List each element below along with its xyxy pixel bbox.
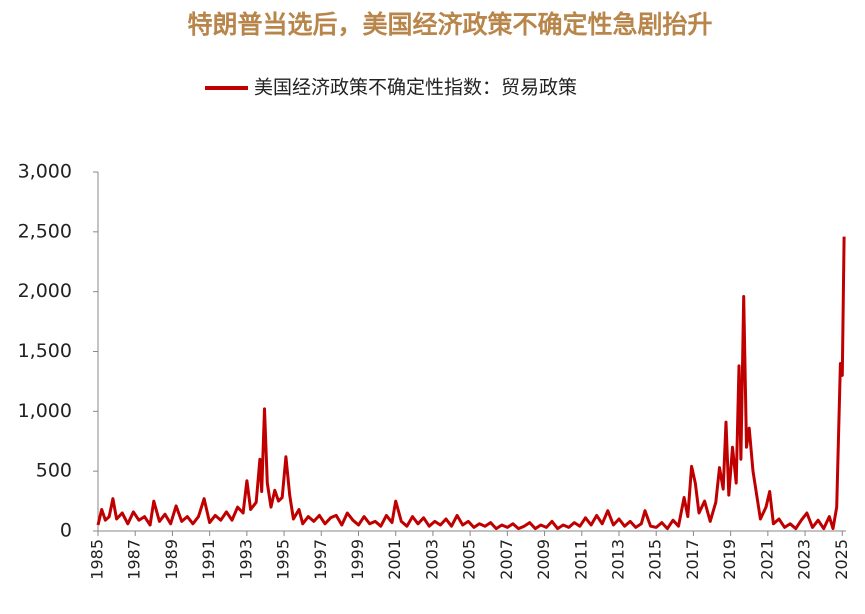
x-tick-label: 2019 — [720, 539, 739, 580]
y-tick-label: 2,500 — [18, 220, 72, 242]
x-tick-label: 1991 — [199, 539, 218, 580]
x-tick-label: 2023 — [795, 539, 814, 580]
y-tick-label: 1,000 — [18, 400, 72, 422]
y-tick-label: 2,000 — [18, 280, 72, 302]
x-tick-label: 2015 — [646, 539, 665, 580]
legend-label: 美国经济政策不确定性指数：贸易政策 — [254, 77, 577, 99]
x-tick-label: 2017 — [683, 539, 702, 580]
x-tick-label: 2013 — [608, 539, 627, 580]
chart-title: 特朗普当选后，美国经济政策不确定性急剧抬升 — [187, 10, 712, 39]
y-tick-label: 0 — [60, 520, 72, 542]
x-tick-label: 1989 — [162, 539, 181, 580]
x-tick-label: 2003 — [422, 539, 441, 580]
x-tick-label: 2007 — [497, 539, 516, 580]
x-tick-label: 1993 — [236, 539, 255, 580]
x-tick-label: 2001 — [385, 539, 404, 580]
x-tick-label: 2021 — [757, 539, 776, 580]
x-tick-label: 2009 — [534, 539, 553, 580]
x-tick-label: 2011 — [571, 539, 590, 580]
y-tick-label: 3,000 — [18, 161, 72, 183]
y-tick-label: 500 — [36, 460, 72, 482]
y-tick-label: 1,500 — [18, 340, 72, 362]
x-tick-label: 1999 — [348, 539, 367, 580]
x-tick-label: 2005 — [460, 539, 479, 580]
x-tick-label: 1995 — [274, 539, 293, 580]
x-tick-label: 1985 — [88, 539, 107, 580]
x-tick-label: 1987 — [125, 539, 144, 580]
x-tick-label: 1997 — [311, 539, 330, 580]
x-tick-label: 2025 — [832, 539, 851, 580]
line-series — [96, 236, 846, 531]
